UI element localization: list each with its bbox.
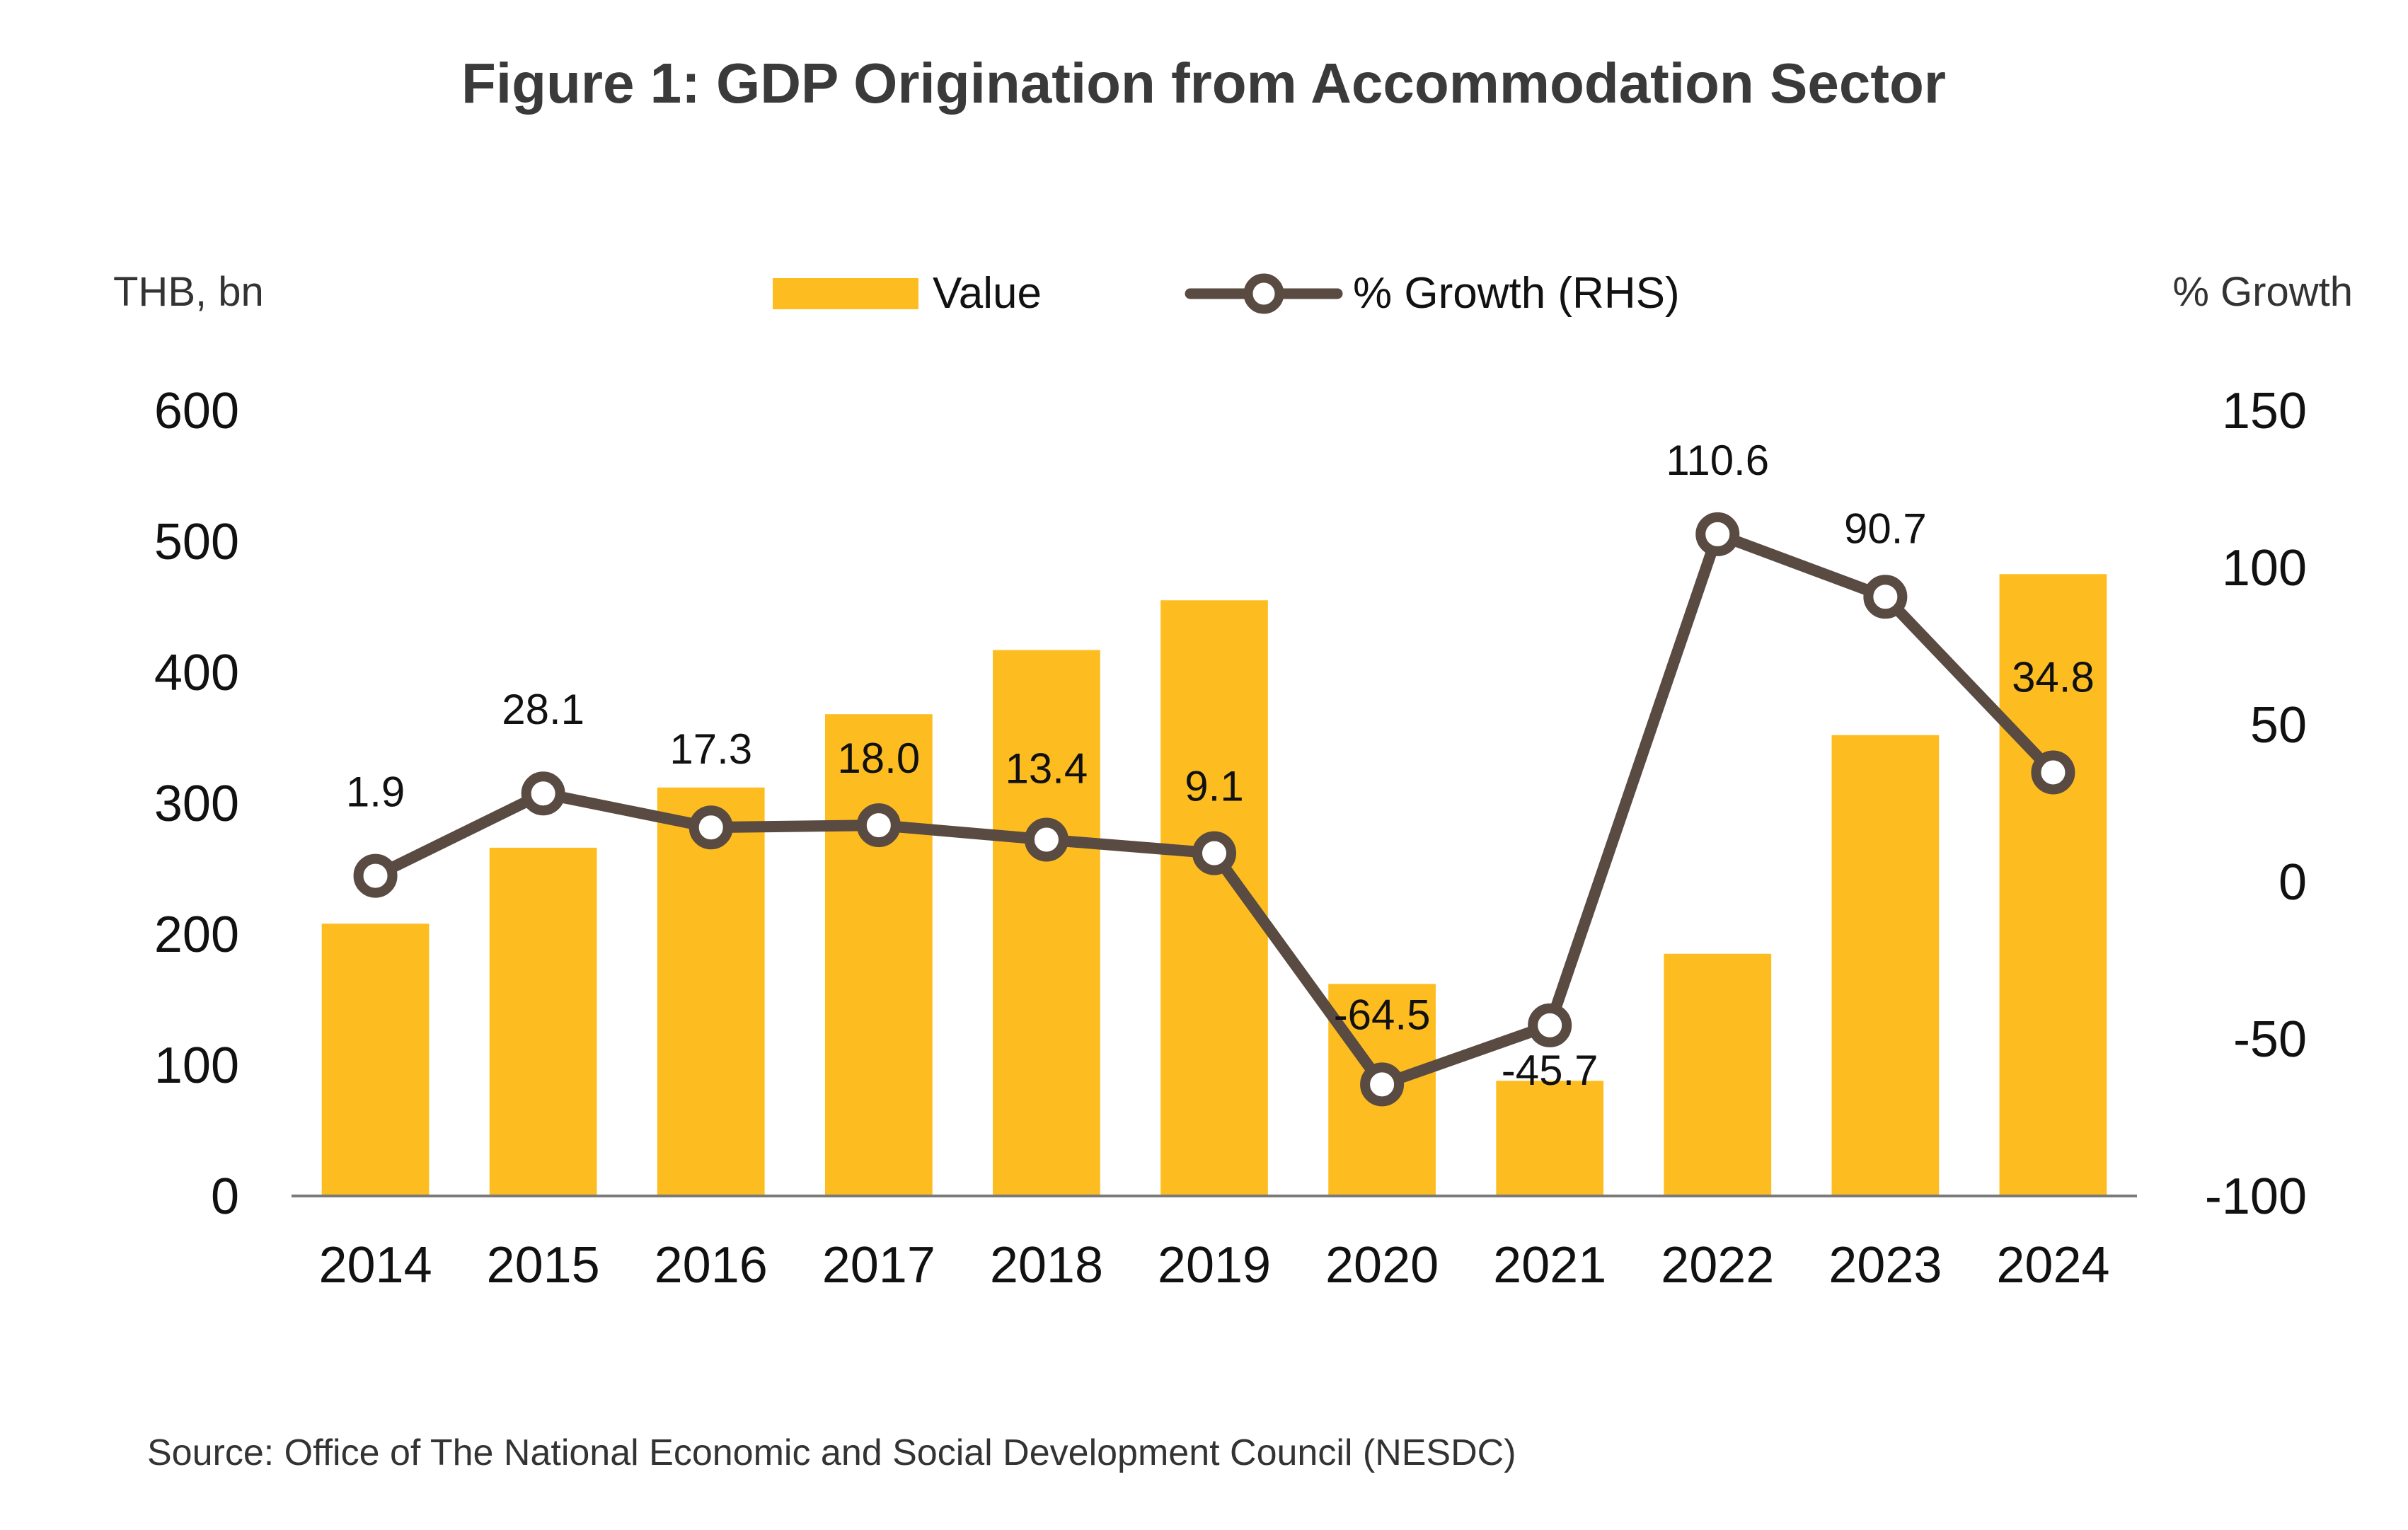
right-tick-label: -50 — [2233, 1011, 2307, 1068]
category-label: 2014 — [318, 1237, 432, 1294]
growth-label-2015: 28.1 — [502, 686, 584, 733]
bar-2023 — [1831, 735, 1940, 1196]
growth-point-2021 — [1528, 1003, 1572, 1047]
growth-point-2018 — [1024, 817, 1068, 862]
left-tick-label: 400 — [154, 645, 239, 701]
growth-label-2022: 110.6 — [1666, 437, 1769, 484]
growth-label-2024: 34.8 — [2012, 653, 2095, 701]
category-label: 2017 — [822, 1237, 935, 1294]
growth-label-2019: 9.1 — [1185, 763, 1243, 810]
growth-point-2019 — [1192, 831, 1236, 875]
left-tick-label: 300 — [154, 776, 239, 832]
bar-2024 — [1999, 574, 2107, 1196]
left-axis-ticks: 0 100 200 300 400 500 600 — [154, 383, 239, 1225]
growth-point-2024 — [2031, 750, 2075, 795]
bar-2018 — [993, 650, 1100, 1196]
bar-2017 — [824, 714, 933, 1196]
growth-label-2023: 90.7 — [1844, 505, 1927, 552]
right-axis-ticks: -100 -50 0 50 100 150 — [2205, 383, 2307, 1225]
growth-label-2021: -45.7 — [1502, 1047, 1598, 1094]
left-axis-unit: THB, bn — [113, 269, 264, 315]
growth-point-2022 — [1695, 512, 1740, 556]
legend-value-label: Value — [933, 269, 1042, 318]
category-label: 2023 — [1828, 1237, 1942, 1294]
growth-point-2017 — [856, 803, 901, 848]
legend-growth-marker — [1243, 273, 1284, 314]
growth-label-2014: 1.9 — [346, 769, 405, 816]
growth-series: 1.9 28.1 17.3 18.0 13.4 9.1 -64.5 -45.7 110.6 90.… — [346, 437, 2095, 1107]
growth-label-2017: 18.0 — [837, 735, 920, 782]
category-label: 2021 — [1493, 1237, 1606, 1294]
category-label: 2022 — [1661, 1237, 1774, 1294]
right-axis-unit: % Growth — [2172, 269, 2353, 315]
category-label: 2016 — [655, 1237, 768, 1294]
left-tick-label: 0 — [211, 1168, 239, 1225]
growth-label-2016: 17.3 — [669, 725, 752, 773]
growth-point-2023 — [1863, 575, 1908, 619]
category-label: 2015 — [487, 1237, 600, 1294]
growth-point-2020 — [1360, 1062, 1405, 1107]
left-tick-label: 200 — [154, 907, 239, 963]
chart-title: Figure 1: GDP Origination from Accommoda… — [461, 52, 1946, 115]
legend-growth-label: % Growth (RHS) — [1353, 269, 1680, 318]
bars — [321, 574, 2107, 1196]
category-label: 2019 — [1158, 1237, 1271, 1294]
growth-point-2015 — [521, 771, 565, 816]
growth-point-2014 — [353, 853, 398, 898]
right-tick-label: 50 — [2250, 697, 2307, 754]
bar-2016 — [657, 787, 765, 1196]
bar-2022 — [1664, 953, 1772, 1196]
growth-label-2020: -64.5 — [1334, 991, 1431, 1038]
category-label: 2024 — [1996, 1237, 2109, 1294]
left-tick-label: 600 — [154, 383, 239, 439]
category-labels: 2014 2015 2016 2017 2018 2019 2020 2021 2022 2023… — [318, 1237, 2109, 1294]
source-note: Source: Office of The National Economic … — [147, 1432, 1516, 1473]
category-label: 2018 — [990, 1237, 1103, 1294]
left-tick-label: 100 — [154, 1037, 239, 1094]
bar-2014 — [321, 924, 430, 1196]
right-tick-label: 100 — [2222, 540, 2307, 597]
legend-value-swatch — [773, 278, 918, 309]
bar-2015 — [489, 847, 597, 1196]
right-tick-label: 0 — [2279, 854, 2307, 911]
legend: Value % Growth (RHS) — [773, 269, 1680, 318]
right-tick-label: 150 — [2222, 383, 2307, 439]
growth-label-2018: 13.4 — [1006, 745, 1088, 793]
left-tick-label: 500 — [154, 514, 239, 570]
category-label: 2020 — [1325, 1237, 1439, 1294]
right-tick-label: -100 — [2205, 1168, 2307, 1225]
growth-point-2016 — [689, 805, 733, 850]
bar-2021 — [1496, 1081, 1604, 1196]
